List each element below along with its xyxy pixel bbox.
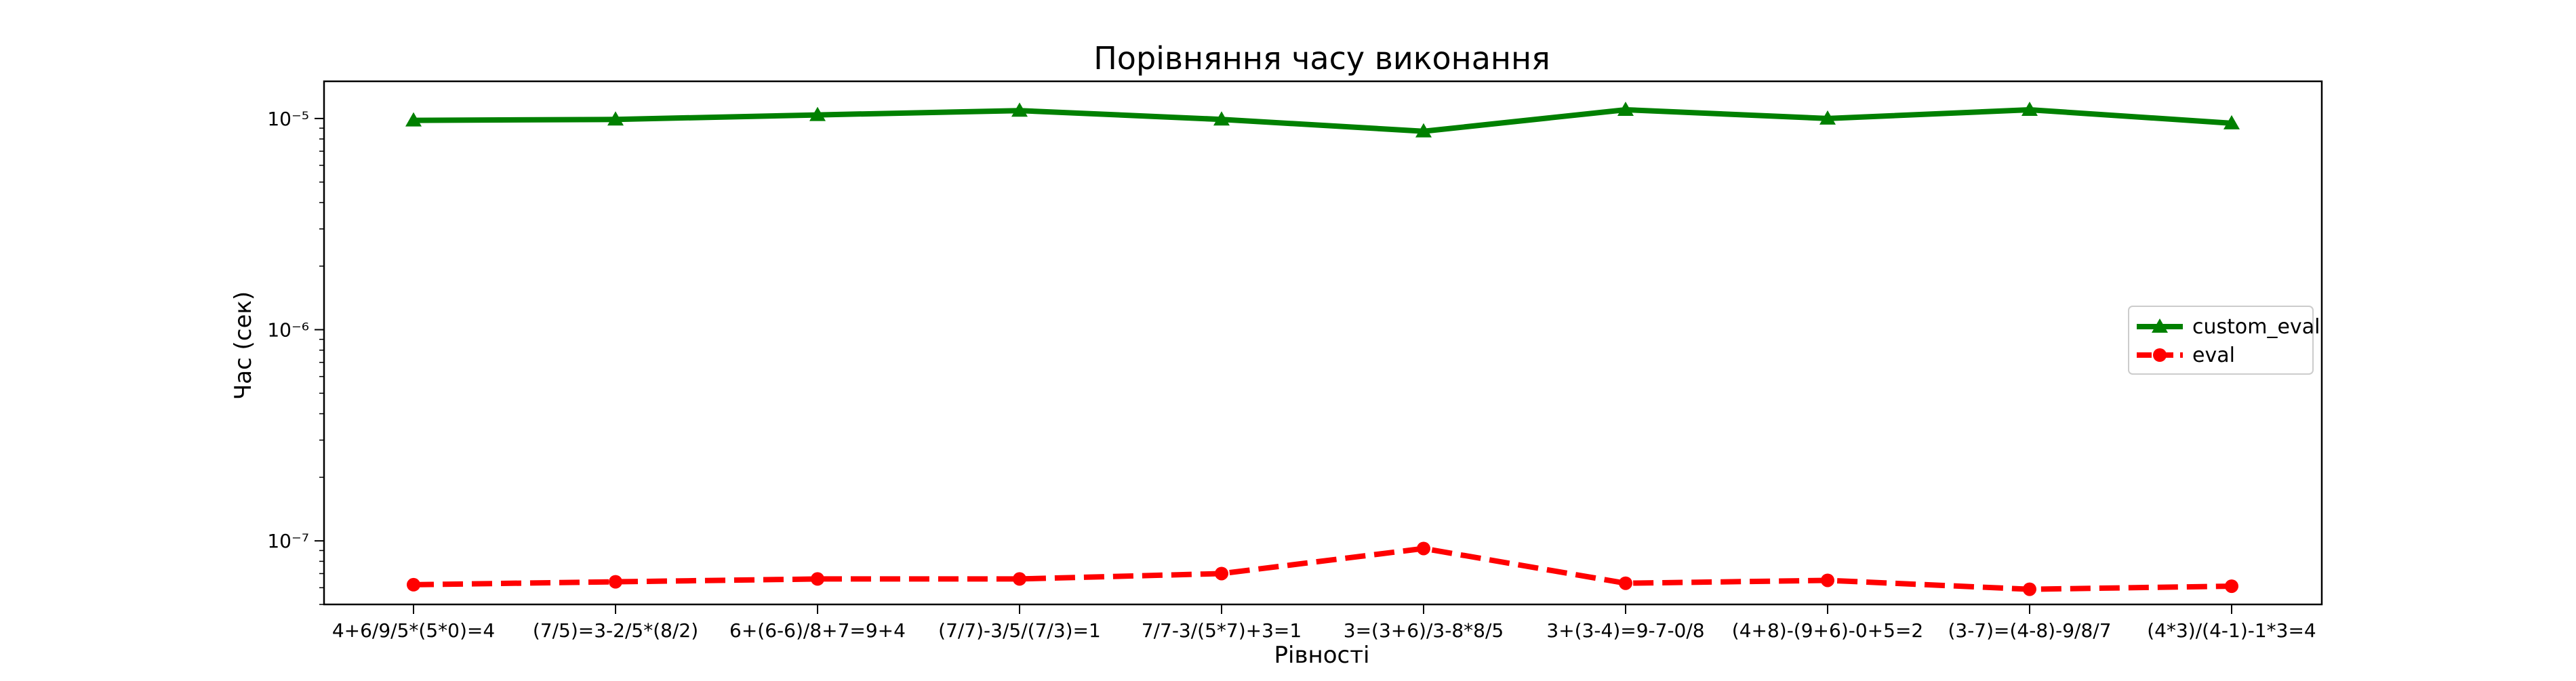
plot-area: 10⁻⁷ 10⁻⁶ 10⁻⁵ 4+6/9/5*(5*0)=4 (7/5)=3-2/5*(…: [267, 80, 2323, 642]
data-point-custom-eval: [809, 106, 826, 121]
data-point-custom-eval: [1213, 111, 1230, 126]
series-line-eval: [413, 545, 2232, 592]
data-point-custom-eval: [607, 111, 624, 126]
data-point-eval: [609, 575, 622, 589]
data-point-custom-eval: [1011, 102, 1028, 117]
y-tick-label: 10⁻⁷: [267, 530, 309, 552]
data-point-custom-eval: [1415, 123, 1432, 138]
x-tick-label: (7/5)=3-2/5*(8/2): [533, 619, 698, 642]
x-axis-label: Рівності: [1274, 642, 1370, 669]
data-point-eval: [811, 572, 824, 586]
x-tick-label: 7/7-3/(5*7)+3=1: [1142, 619, 1302, 642]
data-point-eval: [1215, 566, 1228, 581]
x-tick-label: 3+(3-4)=9-7-0/8: [1546, 619, 1704, 642]
data-point-custom-eval: [2021, 101, 2038, 116]
plot-frame: [323, 80, 2323, 606]
legend-marker-custom-eval: [2152, 318, 2168, 333]
x-tick-label: (7/7)-3/5/(7/3)=1: [938, 619, 1101, 642]
data-point-custom-eval: [1819, 110, 1836, 125]
data-point-eval: [2023, 582, 2036, 596]
data-point-eval: [407, 577, 420, 592]
x-tick-label: 6+(6-6)/8+7=9+4: [729, 619, 906, 642]
y-axis-label: Час (сек): [230, 291, 257, 400]
x-tick-label: 4+6/9/5*(5*0)=4: [332, 619, 495, 642]
legend-marker-eval: [2153, 348, 2167, 362]
data-point-custom-eval: [1617, 101, 1634, 116]
data-point-custom-eval: [2223, 115, 2240, 129]
chart-title: Порівняння часу виконання: [1093, 40, 1550, 77]
data-point-eval: [1417, 541, 1430, 556]
data-point-eval: [1013, 572, 1026, 586]
legend-box: [2128, 306, 2314, 375]
legend-label-eval: eval: [2192, 344, 2235, 367]
x-tick-label: (3-7)=(4-8)-9/8/7: [1948, 619, 2111, 642]
x-tick-label: (4+8)-(9+6)-0+5=2: [1732, 619, 1923, 642]
y-tick-label: 10⁻⁶: [267, 319, 309, 342]
legend-label-custom-eval: custom_eval: [2192, 315, 2320, 339]
y-tick-label: 10⁻⁵: [267, 108, 309, 130]
data-point-eval: [2225, 579, 2238, 594]
data-point-custom-eval: [405, 112, 422, 127]
data-point-eval: [1821, 573, 1834, 587]
x-tick-label: (4*3)/(4-1)-1*3=4: [2147, 619, 2316, 642]
data-point-eval: [1619, 576, 1632, 590]
x-tick-label: 3=(3+6)/3-8*8/5: [1344, 619, 1504, 642]
series-line-custom-eval: [413, 106, 2232, 134]
